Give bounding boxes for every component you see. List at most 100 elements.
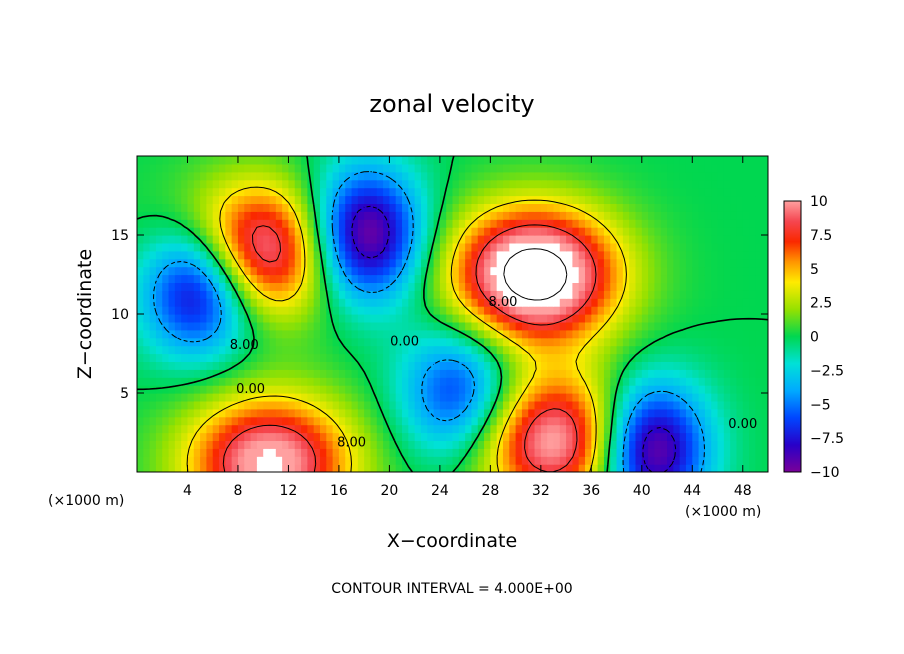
heatmap-cell xyxy=(351,314,359,323)
heatmap-cell xyxy=(206,329,214,339)
heatmap-cell xyxy=(420,456,428,465)
heatmap-cell xyxy=(332,321,340,331)
heatmap-cell xyxy=(660,266,668,276)
heatmap-cell xyxy=(698,448,706,457)
heatmap-cell xyxy=(629,179,637,189)
heatmap-cell xyxy=(439,156,447,165)
heatmap-cell xyxy=(484,179,491,189)
heatmap-cell xyxy=(193,266,201,276)
heatmap-cell xyxy=(698,337,706,347)
heatmap-cell xyxy=(389,219,397,228)
heatmap-cell xyxy=(370,416,378,426)
heatmap-cell xyxy=(288,345,296,355)
heatmap-cell xyxy=(263,448,271,457)
heatmap-cell xyxy=(162,361,170,370)
heatmap-cell xyxy=(484,448,491,457)
heatmap-cell xyxy=(635,400,643,410)
heatmap-cell xyxy=(749,369,756,378)
heatmap-cell xyxy=(143,290,151,299)
heatmap-cell xyxy=(736,369,744,378)
heatmap-cell xyxy=(357,408,365,418)
heatmap-cell xyxy=(376,345,384,355)
heatmap-cell xyxy=(364,448,372,457)
heatmap-cell xyxy=(225,156,233,165)
heatmap-cell xyxy=(711,203,719,212)
heatmap-cell xyxy=(439,448,447,457)
heatmap-cell xyxy=(685,282,693,291)
heatmap-cell xyxy=(660,163,668,173)
heatmap-cell xyxy=(237,400,245,410)
heatmap-cell xyxy=(345,227,353,236)
heatmap-cell xyxy=(452,393,460,402)
heatmap-cell xyxy=(458,298,466,307)
heatmap-cell xyxy=(395,274,403,283)
heatmap-cell xyxy=(402,195,409,204)
heatmap-cell xyxy=(685,440,693,449)
heatmap-cell xyxy=(427,408,435,418)
heatmap-cell xyxy=(256,385,264,394)
heatmap-cell xyxy=(187,456,195,465)
x-axis-label: X−coordinate xyxy=(387,530,517,552)
heatmap-cell xyxy=(319,290,327,299)
heatmap-cell xyxy=(155,187,163,197)
heatmap-cell xyxy=(648,179,656,189)
heatmap-cell xyxy=(597,369,605,378)
heatmap-cell xyxy=(698,242,706,252)
heatmap-cell xyxy=(704,156,712,165)
heatmap-cell xyxy=(761,219,768,228)
heatmap-cell xyxy=(521,227,529,236)
heatmap-cell xyxy=(698,156,706,165)
heatmap-cell xyxy=(181,337,189,347)
heatmap-cell xyxy=(502,369,510,378)
heatmap-cell xyxy=(660,203,668,212)
heatmap-cell xyxy=(326,353,334,362)
heatmap-cell xyxy=(263,408,271,418)
heatmap-cell xyxy=(187,250,195,260)
heatmap-cell xyxy=(206,250,214,260)
heatmap-cell xyxy=(383,163,390,173)
heatmap-cell xyxy=(187,156,195,165)
heatmap-cell xyxy=(692,440,700,449)
heatmap-cell xyxy=(338,321,346,331)
heatmap-cell xyxy=(244,179,252,189)
heatmap-cell xyxy=(736,432,744,441)
heatmap-cell xyxy=(591,171,599,181)
heatmap-cell xyxy=(237,187,245,197)
heatmap-cell xyxy=(225,385,233,394)
heatmap-cell xyxy=(635,306,643,315)
heatmap-cell xyxy=(761,369,768,378)
heatmap-cell xyxy=(155,369,163,378)
heatmap-cell xyxy=(711,306,719,315)
heatmap-cell xyxy=(275,298,283,307)
heatmap-cell xyxy=(723,227,731,236)
heatmap-cell xyxy=(414,250,422,260)
heatmap-cell xyxy=(521,266,529,276)
heatmap-cell xyxy=(692,282,700,291)
heatmap-cell xyxy=(181,424,189,434)
heatmap-cell xyxy=(515,242,523,252)
heatmap-cell xyxy=(376,163,384,173)
heatmap-cell xyxy=(313,242,321,252)
heatmap-cell xyxy=(338,400,346,410)
heatmap-cell xyxy=(402,337,409,347)
heatmap-cell xyxy=(294,432,302,441)
heatmap-cell xyxy=(717,361,725,370)
heatmap-cell xyxy=(389,448,397,457)
heatmap-cell xyxy=(364,235,372,244)
heatmap-cell xyxy=(597,156,605,165)
heatmap-cell xyxy=(250,321,258,331)
heatmap-cell xyxy=(534,345,542,355)
heatmap-cell xyxy=(547,321,555,331)
heatmap-cell xyxy=(231,393,239,402)
heatmap-cell xyxy=(622,258,630,268)
heatmap-cell xyxy=(282,179,290,189)
heatmap-cell xyxy=(338,235,346,244)
heatmap-cell xyxy=(414,274,422,283)
heatmap-cell xyxy=(219,337,226,347)
heatmap-cell xyxy=(414,314,422,323)
heatmap-cell xyxy=(610,337,618,347)
heatmap-cell xyxy=(181,179,189,189)
heatmap-cell xyxy=(502,163,510,173)
heatmap-cell xyxy=(616,400,624,410)
heatmap-cell xyxy=(736,211,744,220)
